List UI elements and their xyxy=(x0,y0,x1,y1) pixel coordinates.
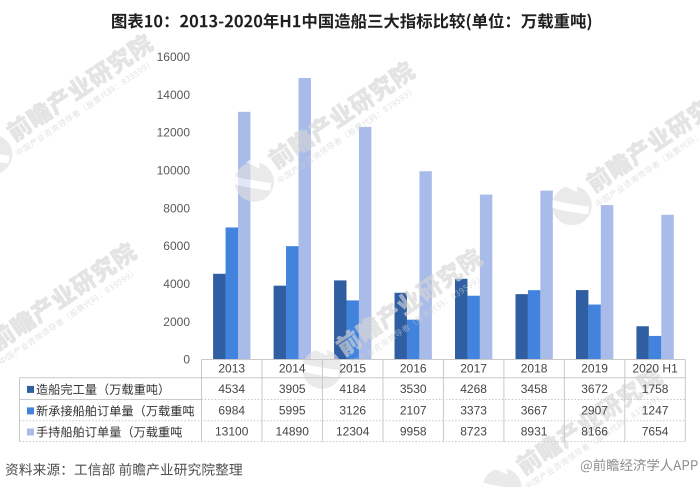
svg-text:2014: 2014 xyxy=(279,362,306,376)
svg-text:2020 H1: 2020 H1 xyxy=(632,362,678,376)
svg-text:5995: 5995 xyxy=(279,403,306,417)
svg-text:4000: 4000 xyxy=(163,277,190,291)
svg-text:2015: 2015 xyxy=(339,362,366,376)
svg-text:2013: 2013 xyxy=(218,362,245,376)
svg-text:3373: 3373 xyxy=(460,403,487,417)
svg-text:16000: 16000 xyxy=(157,50,191,64)
svg-text:2907: 2907 xyxy=(581,403,608,417)
svg-text:3458: 3458 xyxy=(521,382,548,396)
svg-text:14000: 14000 xyxy=(157,88,191,102)
svg-text:4268: 4268 xyxy=(460,382,487,396)
svg-text:7654: 7654 xyxy=(642,424,669,438)
svg-text:10000: 10000 xyxy=(157,164,191,178)
svg-text:8166: 8166 xyxy=(581,424,608,438)
svg-text:8931: 8931 xyxy=(521,424,548,438)
svg-text:4184: 4184 xyxy=(339,382,366,396)
svg-text:3667: 3667 xyxy=(521,403,548,417)
svg-text:3905: 3905 xyxy=(279,382,306,396)
svg-text:2107: 2107 xyxy=(400,403,427,417)
svg-text:6000: 6000 xyxy=(163,239,190,253)
svg-text:12304: 12304 xyxy=(336,424,370,438)
svg-text:8000: 8000 xyxy=(163,201,190,215)
svg-text:0: 0 xyxy=(183,353,190,367)
svg-text:12000: 12000 xyxy=(157,126,191,140)
svg-text:2019: 2019 xyxy=(581,362,608,376)
svg-text:14890: 14890 xyxy=(276,424,310,438)
svg-text:1758: 1758 xyxy=(642,382,669,396)
svg-text:4534: 4534 xyxy=(218,382,245,396)
svg-text:3530: 3530 xyxy=(400,382,427,396)
svg-text:3672: 3672 xyxy=(581,382,608,396)
svg-text:1247: 1247 xyxy=(642,403,669,417)
svg-text:6984: 6984 xyxy=(218,403,245,417)
svg-text:2000: 2000 xyxy=(163,315,190,329)
svg-text:8723: 8723 xyxy=(460,424,487,438)
svg-text:2018: 2018 xyxy=(521,362,548,376)
svg-text:3126: 3126 xyxy=(339,403,366,417)
svg-text:2016: 2016 xyxy=(400,362,427,376)
svg-text:2017: 2017 xyxy=(460,362,487,376)
svg-text:13100: 13100 xyxy=(215,424,249,438)
svg-text:9958: 9958 xyxy=(400,424,427,438)
